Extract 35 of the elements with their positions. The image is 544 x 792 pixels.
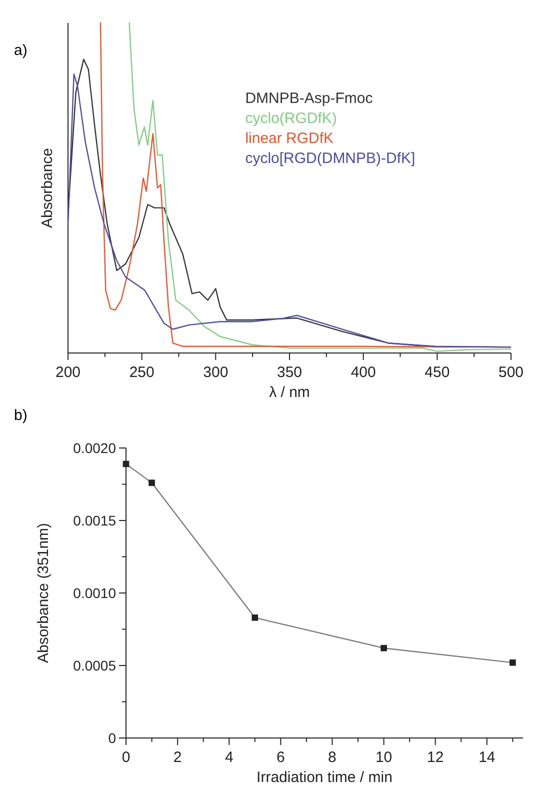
x-tick-label: 300 [203, 364, 228, 381]
x-tick-label: 250 [129, 364, 154, 381]
x-tick-label: 350 [276, 364, 302, 381]
x-tick-label: 14 [478, 749, 496, 766]
x-tick-label: 400 [350, 364, 376, 381]
text: cyclo[RGD(DMNPB)-DfK] [245, 150, 416, 167]
x-tick-label: 12 [427, 749, 444, 766]
x-axis-title: λ / nm [269, 384, 310, 401]
point [380, 644, 387, 652]
y-axis-title: Absorbance [39, 148, 56, 228]
x-tick-label: 4 [224, 749, 234, 766]
point [510, 659, 516, 666]
chart-title: b) [14, 407, 28, 424]
point [252, 614, 258, 621]
text: cyclo(RGDfK) [245, 110, 337, 127]
point [148, 480, 155, 486]
y-tick-label: 0.0015 [73, 512, 116, 528]
y-tick-label: 0.0005 [73, 658, 116, 674]
text: a) [14, 42, 28, 59]
x-tick-label: 450 [424, 364, 450, 381]
x-axis-title: Irradiation time / min [256, 769, 392, 786]
x-tick-label: 0 [122, 749, 130, 766]
x-tick-label: 500 [498, 364, 524, 381]
x-tick-label: 200 [55, 364, 81, 381]
text: DMNPB-Asp-Fmoc [245, 90, 374, 107]
point [122, 460, 130, 468]
y-tick-label: 0.0010 [73, 585, 116, 601]
y-tick-label: 0.0020 [73, 440, 116, 456]
x-tick-label: 10 [375, 749, 392, 766]
text: linear RGDfK [245, 130, 334, 147]
x-tick-label: 2 [173, 749, 182, 766]
y-axis-title: Absorbance (351nm) [35, 522, 52, 664]
x-tick-label: 6 [276, 749, 285, 766]
x-tick-label: 8 [328, 749, 336, 766]
y-tick-label: 0 [108, 730, 116, 746]
